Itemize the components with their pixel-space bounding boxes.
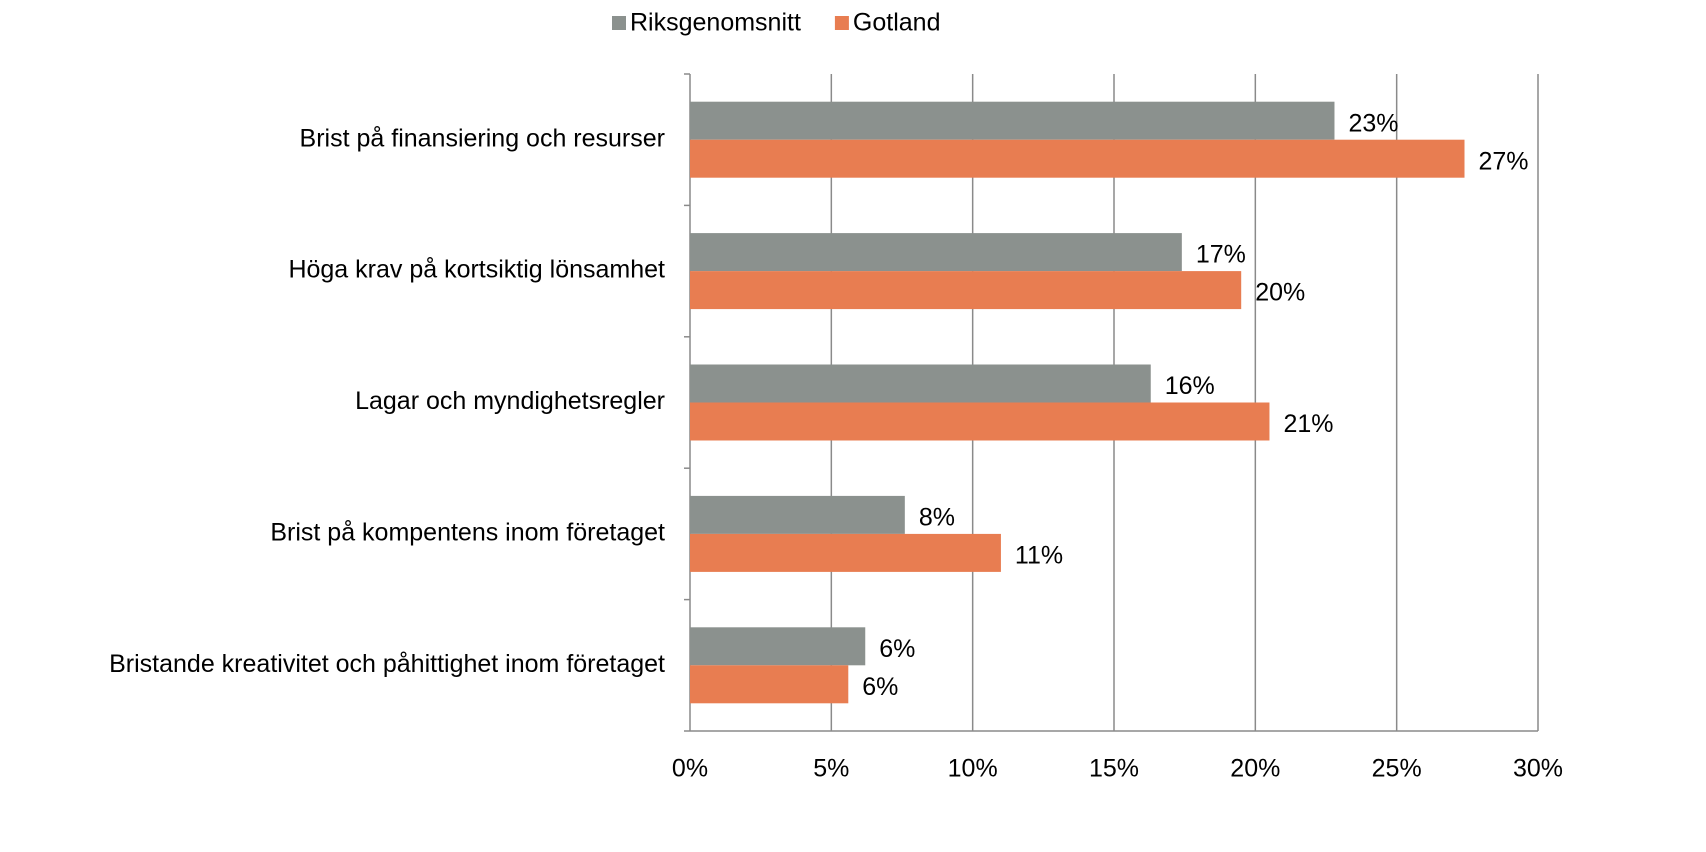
- y-tick-label: Brist på finansiering och resurser: [300, 124, 665, 152]
- bar: [690, 665, 849, 704]
- x-tick-label: 20%: [1230, 755, 1280, 783]
- data-label: 8%: [919, 504, 955, 532]
- legend-label: Gotland: [853, 9, 941, 37]
- bar: [690, 139, 1465, 178]
- bar: [690, 364, 1151, 403]
- x-tick-label: 5%: [813, 755, 849, 783]
- bar: [690, 271, 1242, 310]
- bar: [690, 533, 1001, 572]
- data-label: 20%: [1255, 279, 1305, 307]
- legend-swatch: [612, 16, 626, 30]
- legend-swatch: [834, 16, 849, 30]
- data-label: 23%: [1348, 109, 1398, 137]
- x-tick-label: 30%: [1513, 755, 1563, 783]
- data-label: 11%: [1015, 542, 1063, 570]
- x-tick-label: 10%: [948, 755, 998, 783]
- data-label: 16%: [1165, 372, 1215, 400]
- data-label: 6%: [879, 635, 915, 663]
- data-label: 27%: [1479, 147, 1529, 175]
- data-label: 17%: [1196, 241, 1246, 269]
- bar: [690, 101, 1335, 140]
- bar: [690, 402, 1270, 441]
- bar: [690, 627, 866, 666]
- data-label: 21%: [1283, 410, 1333, 438]
- legend-label: Riksgenomsnitt: [630, 9, 801, 37]
- data-label: 6%: [862, 673, 898, 701]
- y-tick-label: Höga krav på kortsiktig lönsamhet: [288, 256, 665, 284]
- x-tick-label: 25%: [1372, 755, 1422, 783]
- y-tick-label: Brist på kompentens inom företaget: [270, 519, 665, 547]
- bar: [690, 233, 1182, 272]
- x-tick-label: 0%: [672, 755, 708, 783]
- bar: [690, 495, 905, 534]
- x-tick-label: 15%: [1089, 755, 1139, 783]
- y-tick-label: Bristande kreativitet och påhittighet in…: [109, 650, 665, 678]
- y-tick-label: Lagar och myndighetsregler: [355, 387, 665, 415]
